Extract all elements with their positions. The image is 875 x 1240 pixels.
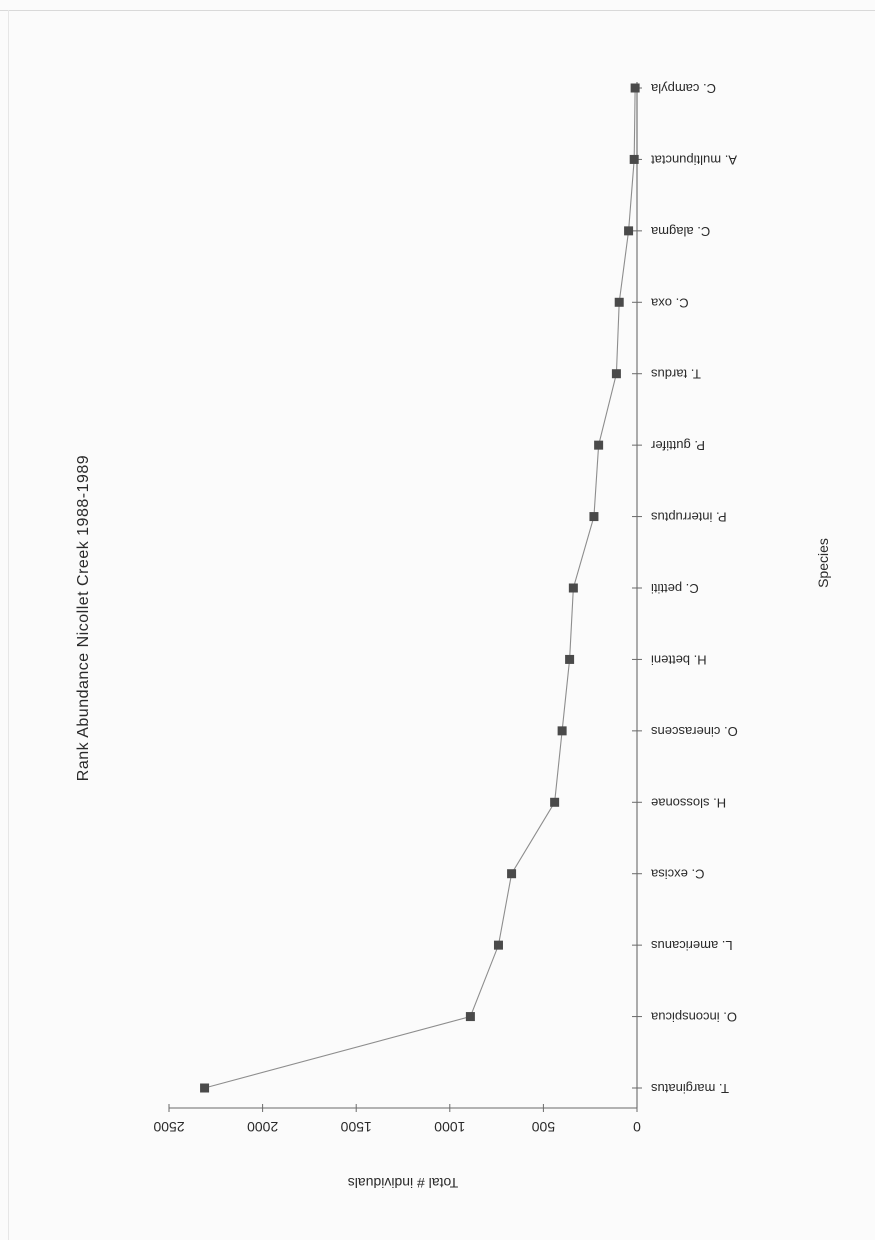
value-tick-label: 1500 [340, 1119, 371, 1135]
category-label: C. campyla [650, 81, 716, 96]
data-point-marker [629, 154, 639, 164]
data-point-marker [594, 440, 604, 450]
value-tick-label: 2500 [153, 1119, 184, 1135]
category-label: H. slossonae [651, 795, 726, 810]
scan-edge-left [8, 10, 9, 1240]
data-point-marker [611, 369, 621, 379]
data-point-marker [550, 797, 560, 807]
data-point-marker [565, 654, 575, 664]
plot-layer [168, 82, 642, 1112]
chart-title: Rank Abundance Nicollet Creek 1988-1989 [75, 455, 92, 781]
category-label: C. oxa [650, 295, 688, 310]
data-point-marker [630, 83, 640, 93]
category-label: P. interruptus [651, 510, 727, 525]
data-point-marker [200, 1083, 210, 1093]
value-tick-label: 500 [532, 1119, 556, 1135]
category-label: C. pettiti [651, 581, 699, 596]
data-point-marker [493, 940, 503, 950]
category-label: C. alagma [650, 224, 710, 239]
category-label: L. americanus [651, 938, 733, 953]
data-point-marker [624, 226, 634, 236]
category-label: C. excisa [650, 867, 704, 882]
data-point-marker [507, 869, 517, 879]
value-tick-label: 2000 [247, 1119, 278, 1135]
data-point-marker [589, 512, 599, 522]
category-label: H. betteni [651, 652, 707, 667]
value-tick-label: 0 [633, 1119, 641, 1135]
data-point-marker [465, 1012, 475, 1022]
category-label: O. cinerascens [651, 724, 738, 739]
value-tick-label: 1000 [434, 1119, 465, 1135]
category-label: T. tardus [651, 367, 701, 382]
category-label: A. multipunctat [651, 152, 737, 167]
scan-edge-top [0, 10, 875, 11]
data-point-marker [568, 583, 578, 593]
y-axis-title: Total # individuals [348, 1175, 459, 1191]
data-point-marker [614, 297, 624, 307]
x-axis-title: Species [815, 538, 831, 588]
label-layer: 0 500 1000 1500 2000 2500 T. marginatus O. inco… [75, 81, 831, 1191]
category-label: O. inconspicua [650, 1010, 737, 1025]
data-point-marker [557, 726, 567, 736]
category-label: T. marginatus [651, 1081, 730, 1096]
category-label: P. guttifer [650, 438, 705, 453]
